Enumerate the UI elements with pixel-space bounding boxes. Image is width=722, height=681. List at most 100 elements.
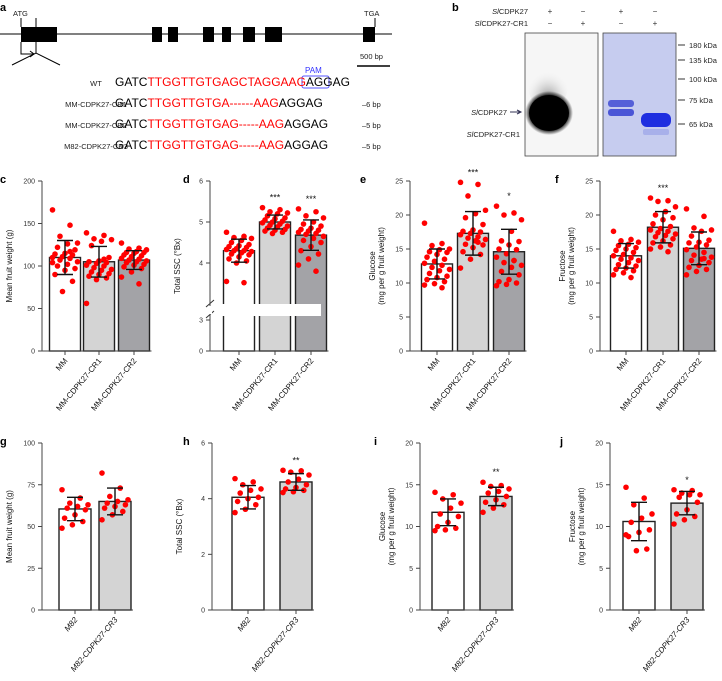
data-point [460, 248, 466, 255]
data-point [241, 279, 247, 286]
data-point [670, 236, 676, 242]
marker-label: 135 kDa [689, 56, 718, 65]
data-point [77, 495, 83, 501]
data-point [701, 213, 707, 220]
y-tick-label: 10 [405, 524, 413, 531]
bar-MM-CDPK27-CR1 [258, 221, 292, 352]
data-point [295, 476, 302, 482]
x-tick-label: M82 [436, 615, 453, 633]
data-point [458, 500, 464, 506]
data-point [511, 210, 517, 216]
significance-label: *** [468, 167, 479, 177]
data-point [426, 248, 433, 255]
data-point [72, 265, 78, 272]
data-point [638, 515, 645, 521]
data-point [432, 489, 438, 496]
data-point [108, 236, 115, 243]
data-point [228, 251, 235, 257]
data-point [495, 488, 502, 495]
data-point [508, 264, 515, 271]
y-tick-label: 0 [201, 608, 205, 615]
y-tick-label: 15 [585, 247, 593, 254]
lane-sign: + [653, 19, 658, 28]
species-prefix: Sl [471, 108, 478, 117]
data-point [91, 264, 97, 271]
data-point [247, 487, 254, 494]
error-bar [618, 242, 634, 269]
data-point [683, 206, 690, 212]
error-bar [57, 239, 73, 276]
pam-box [301, 75, 330, 89]
x-tick-label: MM [615, 356, 631, 372]
data-point [54, 244, 61, 251]
data-point [496, 246, 502, 252]
y-axis-label: (mg per g fruit weight) [387, 487, 396, 565]
sequence-prefix: GATC [115, 117, 148, 131]
data-point [101, 256, 107, 263]
data-point [61, 515, 68, 521]
data-point [490, 505, 497, 511]
data-point [226, 256, 232, 262]
data-point [320, 233, 327, 240]
axis-break-gap [209, 306, 212, 314]
data-point [657, 244, 664, 250]
data-point [234, 498, 241, 505]
data-point [496, 278, 502, 285]
marker-label: 100 kDa [689, 75, 718, 84]
data-point [280, 467, 286, 474]
data-point [462, 241, 469, 248]
data-point [644, 546, 650, 552]
sequence-target: TTGGTTGTGAG-----AAG [147, 117, 284, 131]
bar-MM-CDPK27-CR2 [117, 259, 151, 352]
data-point [453, 525, 459, 531]
data-point [279, 229, 286, 236]
data-point [493, 282, 500, 289]
species-prefix: Sl [475, 19, 482, 28]
data-point [647, 227, 654, 233]
data-point [241, 233, 247, 240]
data-point [501, 212, 507, 218]
data-point [300, 221, 307, 227]
data-point [49, 259, 56, 266]
sequence-row-name: MM-CDPK27-CR1 [65, 100, 127, 109]
gene-name: CDPK27-CR1 [473, 130, 520, 139]
data-point [655, 198, 661, 205]
error-bar [501, 228, 517, 275]
data-point [253, 501, 259, 508]
data-point [518, 216, 525, 223]
data-point [610, 272, 617, 278]
data-point [64, 241, 71, 247]
data-point [318, 223, 324, 229]
data-point [628, 519, 634, 526]
data-point [106, 254, 112, 261]
y-axis-label: Total SSC (°Bx) [173, 238, 182, 294]
data-point [57, 233, 63, 240]
bar-M82 [231, 496, 265, 611]
data-point [83, 230, 90, 236]
data-point [688, 257, 695, 264]
data-point [228, 239, 235, 246]
panel-label-b: b [452, 2, 459, 14]
data-point [503, 493, 510, 500]
sequence-text: GATCTTGGTTGTGAG-----AAGAGGAG [115, 117, 328, 131]
data-point [67, 500, 73, 506]
x-tick-label: M82 [627, 615, 644, 633]
data-point [516, 272, 522, 278]
data-point [475, 233, 481, 240]
data-point [99, 470, 105, 476]
data-point [691, 252, 697, 258]
data-point [125, 496, 131, 503]
lane-sign: − [581, 7, 586, 16]
data-point [118, 255, 125, 262]
data-point [442, 527, 449, 533]
data-point [670, 214, 676, 221]
y-axis-label: (mg per g fruit weight) [567, 227, 576, 305]
chart-i: i 0 5 10 15 20 Glucose (mg per g fruit weight) M… [374, 436, 514, 673]
sequence-suffix: AGGAG [306, 75, 350, 89]
error-bar [440, 498, 456, 527]
data-point [631, 501, 637, 508]
data-point [437, 511, 444, 517]
data-point [74, 503, 81, 510]
y-tick-label: 100 [23, 441, 35, 448]
